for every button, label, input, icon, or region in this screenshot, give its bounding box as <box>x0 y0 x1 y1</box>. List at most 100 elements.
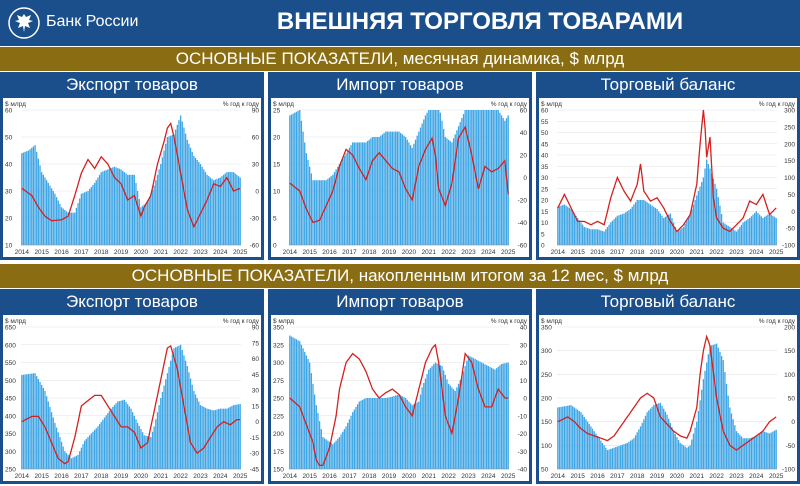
y-left-tick-label: 50 <box>5 135 13 142</box>
yoy-line <box>21 344 241 465</box>
bar <box>588 228 590 245</box>
bar <box>416 135 418 245</box>
bar <box>462 114 465 245</box>
bar <box>93 429 96 469</box>
bar <box>401 396 403 469</box>
bar <box>560 205 562 245</box>
bar <box>606 450 609 469</box>
x-tick-label: 2015 <box>570 473 585 480</box>
bar <box>294 112 296 245</box>
bar <box>161 157 164 245</box>
bar <box>299 110 301 245</box>
bar <box>692 433 695 469</box>
header-bar: Банк России ВНЕШНЯЯ ТОРГОВЛЯ ТОВАРАМИ <box>0 0 800 46</box>
bar <box>366 141 369 245</box>
bar <box>610 448 612 469</box>
bar <box>55 197 58 245</box>
bar <box>194 157 197 245</box>
bar <box>44 177 46 245</box>
bar <box>403 135 405 245</box>
bar <box>85 191 87 245</box>
x-tick-label: 2023 <box>461 249 476 256</box>
bar <box>209 177 212 245</box>
bank-logo[interactable]: Банк России <box>6 5 156 41</box>
y-left-tick-label: 20 <box>5 216 13 223</box>
bar <box>128 174 131 245</box>
bar <box>490 367 493 469</box>
bar <box>146 436 149 469</box>
section-title-monthly: ОСНОВНЫЕ ПОКАЗАТЕЛИ, месячная динамика, … <box>0 47 800 71</box>
bar <box>213 180 215 245</box>
bar <box>438 110 440 245</box>
bar <box>596 229 599 245</box>
bar <box>633 438 635 469</box>
bar <box>434 110 437 245</box>
bar <box>684 223 686 245</box>
x-tick-label: 2023 <box>729 473 744 480</box>
bar <box>580 222 582 245</box>
bar <box>292 113 294 245</box>
y-left-tick-label: 45 <box>541 141 549 148</box>
bar <box>386 131 389 245</box>
y-left-tick-label: 35 <box>541 164 549 171</box>
bar <box>762 218 764 245</box>
bar <box>712 178 714 245</box>
bar <box>772 215 774 245</box>
bar <box>145 435 147 469</box>
y-left-tick-label: 5 <box>273 216 277 223</box>
bar <box>500 363 503 469</box>
bar <box>414 403 417 469</box>
bar <box>153 426 155 469</box>
x-tick-label: 2019 <box>382 473 397 480</box>
bar <box>638 200 640 245</box>
bar <box>654 404 657 469</box>
bar <box>113 166 116 245</box>
bar <box>572 211 574 245</box>
bar <box>704 370 706 469</box>
bar <box>653 206 655 245</box>
bar <box>507 362 509 469</box>
y-left-tick-label: 50 <box>541 467 549 474</box>
bar <box>320 429 322 469</box>
bar <box>712 344 714 469</box>
bar <box>401 134 403 245</box>
y-right-tick-label: 40 <box>520 325 528 332</box>
bar <box>203 406 205 469</box>
bar <box>641 200 643 245</box>
bar <box>755 211 757 245</box>
y-right-tick-label: -15 <box>250 435 260 442</box>
bar <box>439 112 442 245</box>
bar <box>143 435 145 469</box>
bar <box>360 142 362 245</box>
bar <box>343 429 346 469</box>
bar <box>737 229 739 245</box>
x-tick-label: 2017 <box>74 249 89 256</box>
bar <box>581 224 584 245</box>
bar <box>595 433 597 469</box>
y-right-axis-label: % год к году <box>759 318 796 325</box>
bar <box>474 358 476 469</box>
bar <box>459 122 461 245</box>
bar <box>433 110 435 245</box>
y-left-tick-label: 225 <box>273 413 284 420</box>
bar <box>689 445 691 469</box>
bar <box>388 131 390 245</box>
bar <box>765 215 767 245</box>
bar <box>598 438 600 469</box>
bar <box>497 366 499 469</box>
bar <box>226 408 228 469</box>
y-right-tick-label: 250 <box>784 124 795 131</box>
bar <box>356 404 359 469</box>
bar <box>229 406 231 469</box>
y-right-axis-label: % год к году <box>223 101 260 108</box>
bar <box>626 211 628 245</box>
bar <box>565 405 567 469</box>
bar <box>489 366 491 469</box>
bar <box>27 374 30 469</box>
x-tick-label: 2016 <box>54 473 69 480</box>
bar <box>98 174 101 245</box>
bar <box>701 182 703 245</box>
bar <box>472 358 475 469</box>
bar <box>125 401 127 469</box>
bar <box>155 180 157 245</box>
